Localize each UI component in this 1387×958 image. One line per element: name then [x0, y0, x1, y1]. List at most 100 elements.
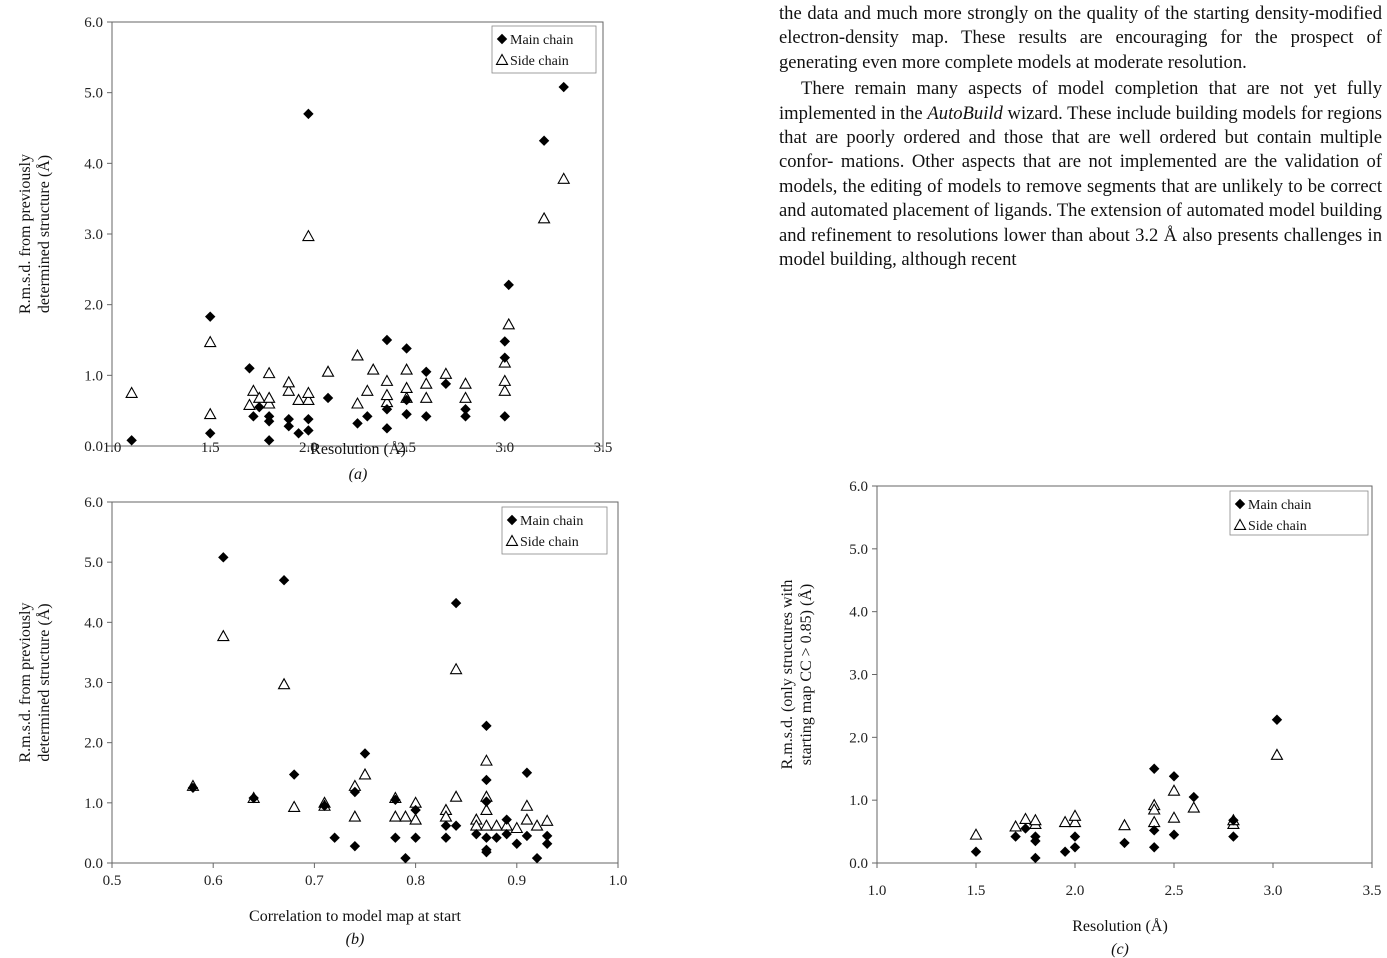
side-chain-point	[203, 335, 217, 348]
legend-label: Main chain	[1248, 498, 1311, 513]
main-chain-point	[1149, 842, 1160, 853]
main-chain-point	[205, 428, 216, 439]
main-chain-series	[187, 552, 553, 864]
y-tick-label: 3.0	[84, 676, 103, 692]
side-chain-series	[969, 748, 1284, 840]
x-tick-label: 1.0	[868, 883, 887, 899]
main-chain-point	[288, 769, 300, 780]
para1-line: encouraging for the prospect of generati…	[779, 27, 1383, 73]
main-chain-point	[1271, 714, 1283, 725]
main-chain-point	[1069, 842, 1081, 853]
legend-box	[1229, 490, 1369, 536]
x-tick-label: 3.0	[495, 440, 514, 456]
main-chain-point	[126, 435, 137, 446]
legend-main-chain-marker	[496, 33, 508, 45]
para2-line: placement of ligands. The extension of a…	[892, 200, 1316, 222]
x-axis-label: Resolution (Å)	[310, 440, 406, 458]
main-chain-point	[450, 597, 462, 609]
side-chain-series	[125, 172, 571, 420]
main-chain-point	[541, 830, 553, 842]
para1-line: complete models at moderate resolution.	[944, 51, 1247, 73]
main-chain-point	[410, 804, 421, 816]
autobuild-term: AutoBuild	[927, 102, 1003, 124]
main-chain-point	[401, 394, 412, 406]
main-chain-point	[1059, 846, 1071, 857]
main-chain-point	[352, 418, 363, 429]
side-chain-point	[419, 391, 433, 403]
side-chain-point	[400, 381, 414, 394]
y-tick-label: 5.0	[849, 542, 868, 558]
main-chain-point	[362, 411, 373, 422]
main-chain-point	[1020, 823, 1031, 834]
main-chain-point	[521, 767, 533, 778]
main-chain-point	[460, 411, 471, 422]
main-chain-point	[400, 852, 411, 864]
side-chain-point	[480, 819, 493, 831]
main-chain-point	[450, 820, 462, 831]
main-chain-point	[283, 421, 294, 432]
main-chain-point	[248, 411, 259, 422]
main-chain-point	[421, 411, 432, 422]
main-chain-point	[481, 720, 492, 732]
article-body-text: the data and much more strongly on the q…	[779, 0, 1382, 272]
y-axis-label-line: R.m.s.d. (only structures with	[779, 580, 796, 770]
x-tick-label: 1.5	[967, 883, 986, 899]
y-axis-label-line: R.m.s.d. from previously	[17, 603, 34, 763]
side-chain-point	[557, 172, 571, 184]
side-chain-point	[1118, 818, 1131, 831]
main-chain-point	[329, 832, 340, 843]
y-tick-label: 2.0	[849, 730, 868, 746]
side-chain-point	[510, 821, 524, 834]
main-chain-point	[401, 343, 412, 354]
main-chain-point	[244, 363, 255, 374]
legend-side-chain-marker	[505, 534, 519, 546]
main-chain-point	[248, 792, 259, 804]
side-chain-point	[262, 391, 276, 403]
main-chain-point	[1228, 831, 1239, 842]
main-chain-point	[501, 828, 512, 840]
para2-line: validation of models, the editing of mod…	[779, 151, 1382, 197]
main-chain-point	[1030, 852, 1041, 864]
x-axis-label: Resolution (Å)	[1072, 917, 1168, 935]
figure-b-scatter-plot: 0.0 1.0 2.0 3.0 4.0 5.0 6.0 0.5 0.6 0.7 0.8 0.9 1.0 C…	[17, 495, 628, 948]
main-chain-point	[390, 832, 401, 843]
main-chain-point	[481, 774, 492, 786]
y-axis-label-line: starting map CC > 0.85) (Å)	[797, 584, 815, 765]
y-tick-label: 0.0	[84, 856, 103, 872]
main-chain-point	[440, 820, 452, 831]
x-tick-label: 1.0	[609, 873, 628, 889]
x-tick-label: 0.8	[406, 873, 425, 889]
x-tick-label: 2.0	[299, 440, 318, 456]
side-chain-point	[216, 629, 230, 642]
y-axis-label: R.m.s.d. (only structures with starting m…	[779, 580, 815, 770]
legend-label: Main chain	[520, 514, 583, 529]
y-tick-label: 4.0	[84, 156, 103, 172]
legend: Main chain Side chain	[491, 25, 597, 74]
legend-label: Side chain	[510, 54, 569, 69]
side-chain-point	[301, 386, 315, 398]
side-chain-point	[459, 377, 472, 389]
side-chain-point	[1058, 815, 1072, 828]
main-chain-point	[1119, 837, 1130, 849]
y-tick-label: 3.0	[84, 227, 103, 243]
main-chain-point	[349, 840, 361, 852]
figure-caption: (c)	[1111, 941, 1129, 958]
side-chain-point	[400, 363, 414, 375]
main-chain-point	[381, 404, 393, 415]
side-chain-point	[358, 767, 372, 780]
legend-label: Side chain	[520, 535, 579, 550]
main-chain-point	[1069, 831, 1081, 842]
side-chain-point	[520, 799, 534, 811]
main-chain-point	[499, 411, 510, 422]
side-chain-point	[301, 229, 315, 242]
side-chain-point	[1009, 819, 1023, 832]
side-chain-point	[282, 384, 296, 396]
main-chain-point	[481, 796, 492, 807]
side-chain-point	[540, 814, 554, 826]
main-chain-point	[359, 748, 371, 759]
y-tick-label: 0.0	[84, 439, 103, 455]
x-tick-label: 2.0	[1066, 883, 1085, 899]
y-tick-label: 2.0	[84, 298, 103, 314]
main-chain-point	[319, 800, 330, 812]
y-tick-label: 5.0	[84, 86, 103, 102]
